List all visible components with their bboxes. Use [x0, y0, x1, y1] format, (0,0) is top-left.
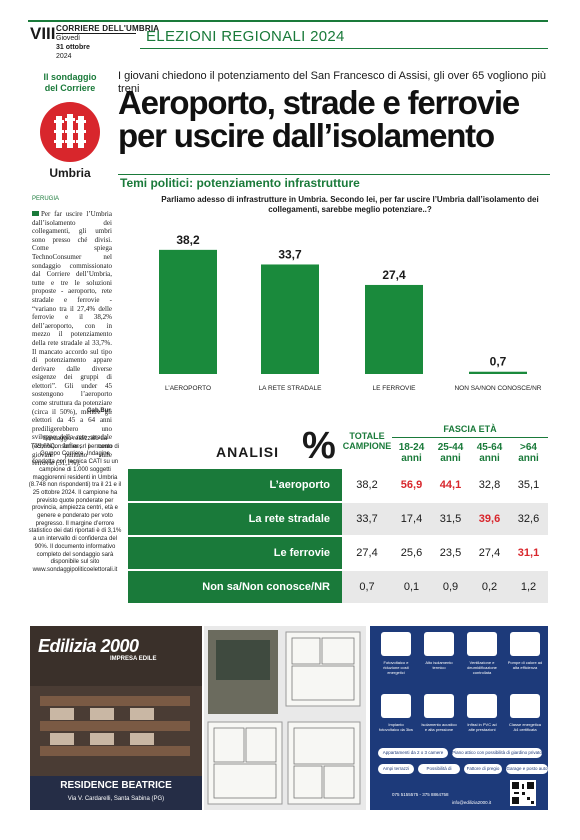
table-row-label: Non sa/Non conosce/NR — [128, 581, 330, 593]
table-cell-age: 0,9 — [431, 581, 470, 593]
bar-2 — [365, 285, 423, 374]
feature-label: Alto isolamento termico — [421, 660, 457, 670]
col-header-age-45-64: 45-64 anni — [470, 442, 509, 464]
ad-pill: Possibilità di giardino — [418, 764, 460, 774]
ad-pill: Garage e posto auto — [506, 764, 548, 774]
table-cell-age: 25,6 — [392, 547, 431, 559]
table-row-label: La rete stradale — [128, 513, 330, 525]
headline: Aeroporto, strade e ferrovie per uscire … — [118, 86, 558, 152]
table-row-label: Le ferrovie — [128, 547, 330, 559]
table-cell-age: 31,1 — [509, 547, 548, 559]
feature-label: Isolamento acustico e alta pressione — [421, 722, 457, 732]
col-header-age-18-24: 18-24 anni — [392, 442, 431, 464]
ad-address: Via V. Cardarelli, Santa Sabina (PG) — [30, 796, 202, 802]
analysis-title: ANALISI — [216, 444, 279, 460]
poll-badge-label: Il sondaggio del Corriere — [28, 72, 112, 94]
bar-value-label-0: 38,2 — [176, 233, 200, 247]
ad-phone: 075 5155575 - 375 8864758 — [392, 792, 449, 797]
ad-pill: Ampi terrazzi — [378, 764, 414, 774]
table-cell-age: 0,1 — [392, 581, 431, 593]
feature-icon — [467, 694, 497, 718]
dateline: PERUGIA — [32, 196, 59, 202]
bar-3 — [469, 372, 527, 374]
header-rule — [28, 20, 548, 22]
page-number: VIII — [30, 24, 56, 44]
subhead: Temi politici: potenziamento infrastrutt… — [120, 176, 360, 190]
feature-icon — [510, 632, 540, 656]
table-cell-age: 1,2 — [509, 581, 548, 593]
byline: Gab.Bur. — [32, 408, 112, 414]
table-cell-age: 0,2 — [470, 581, 509, 593]
methodology-note: Sondaggio realizzato da TechnoConsumer s… — [28, 436, 122, 575]
percent-symbol: % — [302, 427, 336, 465]
ad-pill: Appartamenti da 2 o 3 camere — [378, 748, 448, 758]
emblem-region-name: Umbria — [28, 166, 112, 180]
masthead-date: 31 ottobre — [56, 44, 136, 52]
bar-value-label-1: 33,7 — [278, 247, 302, 261]
category-label-2: LE FERROVIE — [373, 385, 417, 392]
feature-icon — [424, 694, 454, 718]
category-label-1: LA RETE STRADALE — [259, 385, 323, 392]
table-cell-age: 32,6 — [509, 513, 548, 525]
ad-brand-subtitle: IMPRESA EDILE — [110, 656, 156, 662]
feature-icon — [381, 694, 411, 718]
bar-1 — [261, 264, 319, 374]
masthead-logo: CORRIERE DELL'UMBRIA — [56, 24, 136, 34]
ad-residence-name: RESIDENCE BEATRICE — [30, 780, 202, 791]
feature-label: Pompe di calore ad alta efficienza — [507, 660, 543, 670]
feature-label: Infissi in PVC ad alte prestazioni — [464, 722, 500, 732]
qr-code-icon — [510, 780, 536, 806]
table-cell-age: 56,9 — [392, 479, 431, 491]
ad-pill: Fattore di pregio — [464, 764, 502, 774]
umbria-emblem-icon — [40, 102, 100, 162]
feature-icon — [424, 632, 454, 656]
table-cell-age: 39,6 — [470, 513, 509, 525]
paragraph-marker-icon — [32, 211, 39, 216]
ad-floorplans — [204, 626, 366, 810]
table-cell-total: 33,7 — [342, 513, 392, 525]
feature-icon — [381, 632, 411, 656]
category-label-3: NON SA/NON CONOSCE/NR — [454, 385, 541, 392]
ad-pill: Piano attico con possibilità di giardino… — [452, 748, 542, 758]
bar-value-label-2: 27,4 — [382, 268, 406, 282]
table-cell-total: 38,2 — [342, 479, 392, 491]
col-header-age-group: FASCIA ETÀ — [392, 424, 548, 438]
table-cell-age: 32,8 — [470, 479, 509, 491]
feature-label: Classe energetica A4 certificata — [507, 722, 543, 732]
category-label-0: L’AEROPORTO — [165, 385, 211, 392]
ad-email: info@edilizia2000.it — [452, 800, 491, 805]
table-cell-age: 44,1 — [431, 479, 470, 491]
article-body: Per far uscire l’Umbria dall’isolamento … — [32, 210, 112, 468]
feature-label: Ventilazione e deumidificazione controll… — [464, 660, 500, 675]
bar-value-label-3: 0,7 — [490, 355, 507, 369]
section-title: ELEZIONI REGIONALI 2024 — [146, 28, 345, 45]
masthead: CORRIERE DELL'UMBRIA Giovedì 31 ottobre … — [56, 24, 136, 61]
bar-chart: 38,2 L’AEROPORTO 33,7 LA RETE STRADALE 27,4 L… — [150, 218, 550, 406]
masthead-weekday: Giovedì — [56, 35, 136, 43]
feature-icon — [467, 632, 497, 656]
chart-title: Parliamo adesso di infrastrutture in Umb… — [150, 195, 550, 215]
masthead-year: 2024 — [56, 53, 136, 61]
col-header-total: TOTALE CAMPIONE — [342, 431, 392, 451]
feature-label: Impianto fotovoltaico da 3kw — [378, 722, 414, 732]
table-cell-age: 23,5 — [431, 547, 470, 559]
table-cell-age: 17,4 — [392, 513, 431, 525]
header-bottom-rule — [140, 48, 548, 49]
ad-brand-logo: Edilizia 2000 — [38, 636, 139, 657]
feature-icon — [510, 694, 540, 718]
table-cell-total: 27,4 — [342, 547, 392, 559]
bar-0 — [159, 250, 217, 374]
feature-label: Fotovoltaico e riduzione costi energetic… — [378, 660, 414, 675]
table-cell-age: 35,1 — [509, 479, 548, 491]
table-row-label: L’aeroporto — [128, 479, 330, 491]
table-cell-total: 0,7 — [342, 581, 392, 593]
col-header-age-25-44: 25-44 anni — [431, 442, 470, 464]
col-header-age-over-64: >64 anni — [509, 442, 548, 464]
table-cell-age: 31,5 — [431, 513, 470, 525]
table-cell-age: 27,4 — [470, 547, 509, 559]
